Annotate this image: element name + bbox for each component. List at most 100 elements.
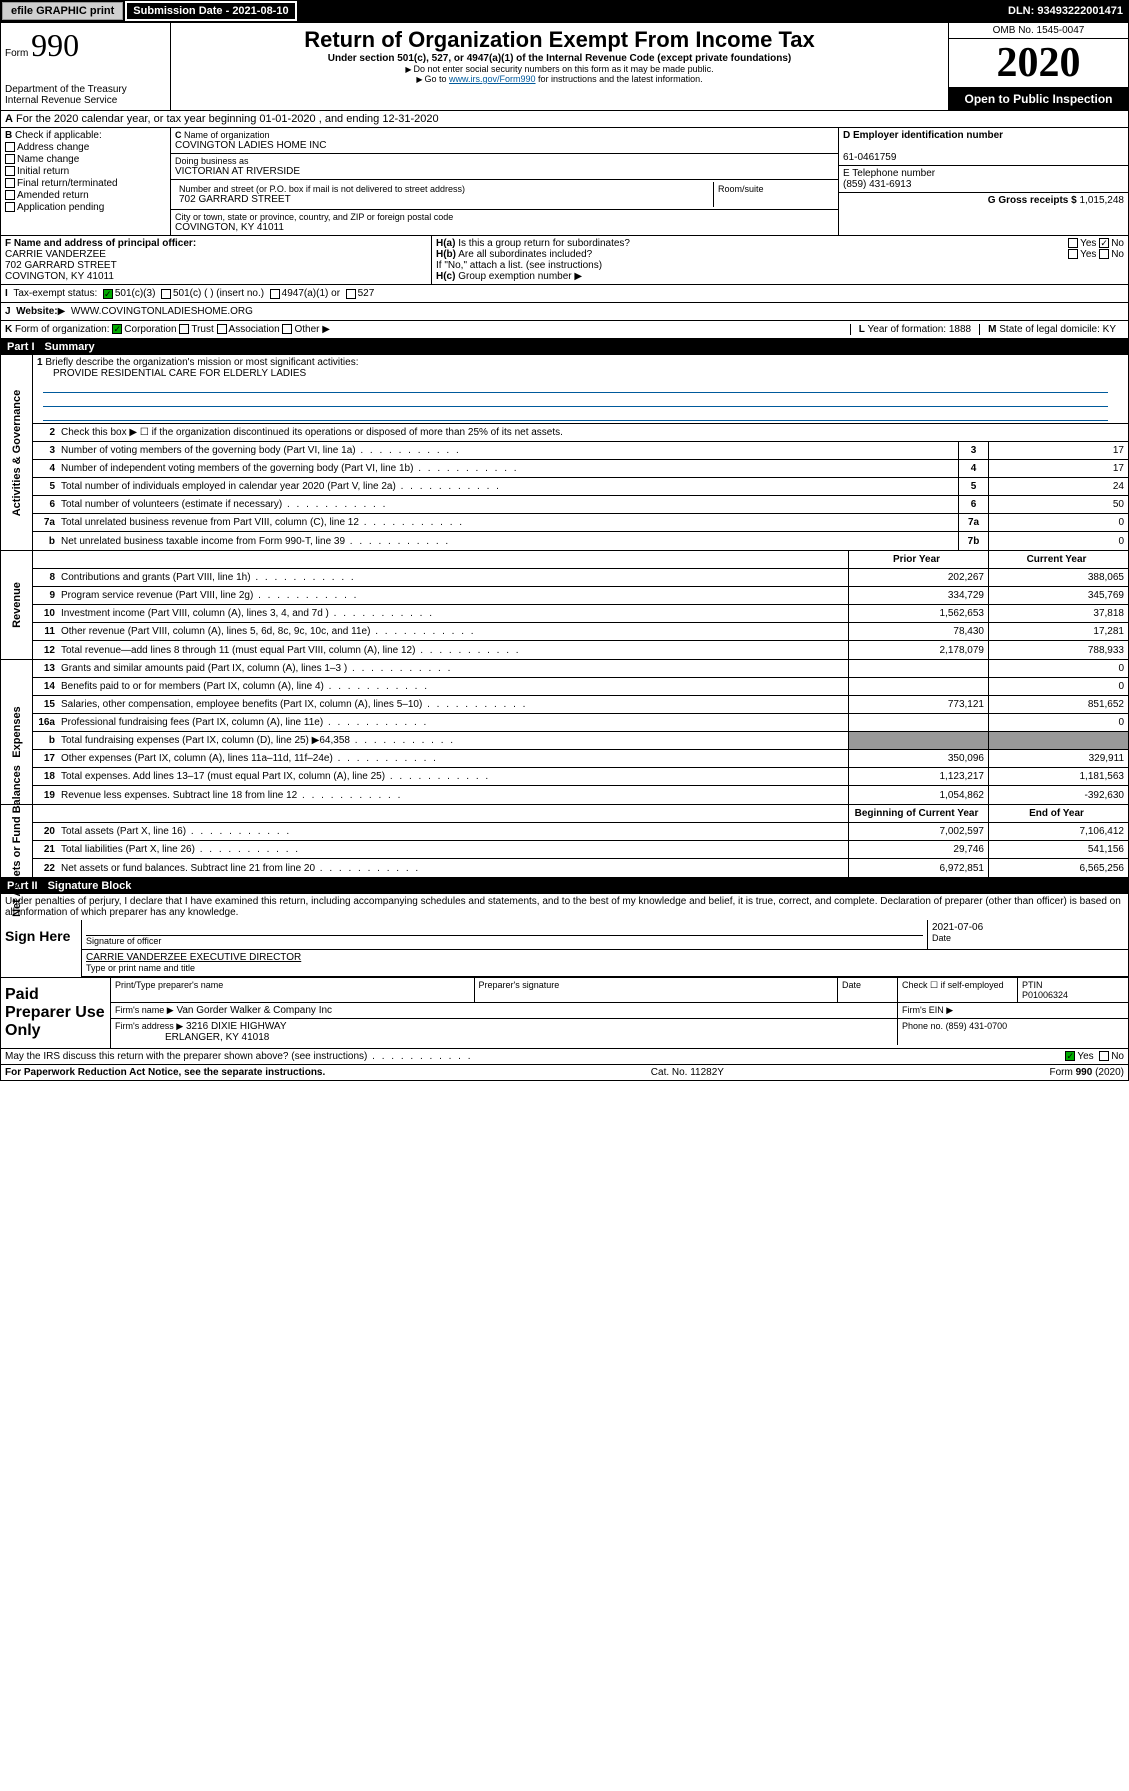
open-public: Open to Public Inspection — [949, 88, 1128, 110]
box-b-option: Address change — [5, 142, 166, 153]
self-employed-check: Check ☐ if self-employed — [898, 978, 1018, 1002]
gross-receipts-value: 1,015,248 — [1080, 195, 1125, 206]
table-row: 4Number of independent voting members of… — [33, 460, 1128, 478]
line-a-period: A For the 2020 calendar year, or tax yea… — [1, 111, 1128, 128]
side-net-assets: Net Assets or Fund Balances — [1, 805, 33, 877]
table-row: 20Total assets (Part X, line 16)7,002,59… — [33, 823, 1128, 841]
efile-badge: efile GRAPHIC print — [2, 2, 123, 20]
hdr-current-year: Current Year — [988, 551, 1128, 568]
discuss-row: May the IRS discuss this return with the… — [1, 1049, 1128, 1065]
firm-addr1: 3216 DIXIE HIGHWAY — [186, 1021, 287, 1032]
ein-label: D Employer identification number — [843, 130, 1003, 141]
goto-note: Go to www.irs.gov/Form990 for instructio… — [175, 74, 944, 84]
table-row: 18Total expenses. Add lines 13–17 (must … — [33, 768, 1128, 786]
phone-label: E Telephone number — [843, 168, 935, 179]
firm-addr2: ERLANGER, KY 41018 — [165, 1032, 269, 1043]
irs-label: Internal Revenue Service — [5, 95, 166, 106]
form-subtitle: Under section 501(c), 527, or 4947(a)(1)… — [175, 53, 944, 64]
phone-value: (859) 431-6913 — [843, 179, 911, 190]
table-row: 3Number of voting members of the governi… — [33, 442, 1128, 460]
mission-text: PROVIDE RESIDENTIAL CARE FOR ELDERLY LAD… — [37, 368, 306, 379]
box-b-option: Application pending — [5, 202, 166, 213]
side-revenue: Revenue — [1, 551, 33, 659]
box-h: H(a) Is this a group return for subordin… — [431, 236, 1128, 284]
table-row: 17Other expenses (Part IX, column (A), l… — [33, 750, 1128, 768]
ein-value: 61-0461759 — [843, 152, 896, 163]
tax-year: 2020 — [949, 39, 1128, 88]
sign-here: Sign Here — [1, 920, 81, 977]
website: WWW.COVINGTONLADIESHOME.ORG — [71, 306, 253, 317]
box-b: B Check if applicable: Address changeNam… — [1, 128, 171, 235]
perjury-statement: Under penalties of perjury, I declare th… — [1, 894, 1128, 920]
prep-sig-label: Preparer's signature — [475, 978, 839, 1002]
form-number: 990 — [31, 27, 79, 63]
hdr-prior-year: Prior Year — [848, 551, 988, 568]
table-row: bTotal fundraising expenses (Part IX, co… — [33, 732, 1128, 750]
prep-name-label: Print/Type preparer's name — [111, 978, 475, 1002]
ssn-note: Do not enter social security numbers on … — [175, 64, 944, 74]
firm-ein-label: Firm's EIN ▶ — [898, 1003, 1128, 1018]
table-row: 11Other revenue (Part VIII, column (A), … — [33, 623, 1128, 641]
table-row: bNet unrelated business taxable income f… — [33, 532, 1128, 550]
table-row: 8Contributions and grants (Part VIII, li… — [33, 569, 1128, 587]
city-state-zip: COVINGTON, KY 41011 — [175, 222, 834, 233]
form-footer: Form 990 (2020) — [1050, 1067, 1124, 1078]
hdr-beginning: Beginning of Current Year — [848, 805, 988, 822]
form-label: Form 990 Department of the Treasury Inte… — [1, 23, 171, 110]
table-row: 13Grants and similar amounts paid (Part … — [33, 660, 1128, 678]
room-suite-label: Room/suite — [714, 182, 834, 207]
table-row: 22Net assets or fund balances. Subtract … — [33, 859, 1128, 877]
state-domicile: KY — [1103, 324, 1116, 335]
ptin: P01006324 — [1022, 990, 1068, 1000]
firm-name: Van Gorder Walker & Company Inc — [176, 1005, 332, 1016]
submission-date: Submission Date - 2021-08-10 — [125, 1, 296, 21]
table-row: 15Salaries, other compensation, employee… — [33, 696, 1128, 714]
table-row: 6Total number of volunteers (estimate if… — [33, 496, 1128, 514]
row-j: J Website: ▶ WWW.COVINGTONLADIESHOME.ORG — [1, 303, 1128, 321]
table-row: 19Revenue less expenses. Subtract line 1… — [33, 786, 1128, 804]
firm-phone: (859) 431-0700 — [946, 1021, 1008, 1031]
box-b-option: Name change — [5, 154, 166, 165]
box-c: C Name of organization COVINGTON LADIES … — [171, 128, 838, 235]
irs-link[interactable]: www.irs.gov/Form990 — [449, 74, 536, 84]
dln: DLN: 93493222001471 — [1008, 5, 1129, 17]
street-address: 702 GARRARD STREET — [179, 194, 709, 205]
omb-number: OMB No. 1545-0047 — [949, 23, 1128, 39]
sig-officer-label: Signature of officer — [86, 936, 161, 946]
form-title: Return of Organization Exempt From Incom… — [175, 27, 944, 53]
part-ii-header: Part II Signature Block — [1, 878, 1128, 894]
form-990-container: Form 990 Department of the Treasury Inte… — [0, 22, 1129, 1081]
table-row: 16aProfessional fundraising fees (Part I… — [33, 714, 1128, 732]
dept-treasury: Department of the Treasury — [5, 84, 166, 95]
gross-receipts-label: G Gross receipts $ — [988, 195, 1077, 206]
table-row: 14Benefits paid to or for members (Part … — [33, 678, 1128, 696]
table-row: 5Total number of individuals employed in… — [33, 478, 1128, 496]
org-name: COVINGTON LADIES HOME INC — [175, 140, 834, 151]
row-k: K Form of organization: ✓Corporation Tru… — [1, 321, 1128, 339]
cat-no: Cat. No. 11282Y — [651, 1067, 724, 1078]
table-row: 9Program service revenue (Part VIII, lin… — [33, 587, 1128, 605]
box-f: F Name and address of principal officer:… — [1, 236, 431, 284]
officer-name: CARRIE VANDERZEE — [5, 249, 106, 260]
hdr-end: End of Year — [988, 805, 1128, 822]
table-row: 21Total liabilities (Part X, line 26)29,… — [33, 841, 1128, 859]
table-row: 10Investment income (Part VIII, column (… — [33, 605, 1128, 623]
pra-notice: For Paperwork Reduction Act Notice, see … — [5, 1067, 325, 1078]
sig-date: 2021-07-06 — [932, 922, 983, 933]
row-i: I Tax-exempt status: ✓501(c)(3) 501(c) (… — [1, 285, 1128, 303]
year-formation: 1888 — [949, 324, 971, 335]
box-b-option: Final return/terminated — [5, 178, 166, 189]
table-row: 12Total revenue—add lines 8 through 11 (… — [33, 641, 1128, 659]
table-row: 7aTotal unrelated business revenue from … — [33, 514, 1128, 532]
part-i-header: Part I Summary — [1, 339, 1128, 355]
line-2: Check this box ▶ ☐ if the organization d… — [59, 425, 1128, 440]
side-governance: Activities & Governance — [1, 355, 33, 550]
officer-typed-name: CARRIE VANDERZEE EXECUTIVE DIRECTOR — [86, 952, 301, 963]
box-b-option: Amended return — [5, 190, 166, 201]
form-word: Form — [5, 48, 28, 59]
mission-label: Briefly describe the organization's miss… — [45, 357, 358, 368]
box-b-option: Initial return — [5, 166, 166, 177]
paid-preparer: Paid Preparer Use Only — [1, 978, 111, 1048]
efile-header: efile GRAPHIC print Submission Date - 20… — [0, 0, 1129, 22]
dba: VICTORIAN AT RIVERSIDE — [175, 166, 834, 177]
